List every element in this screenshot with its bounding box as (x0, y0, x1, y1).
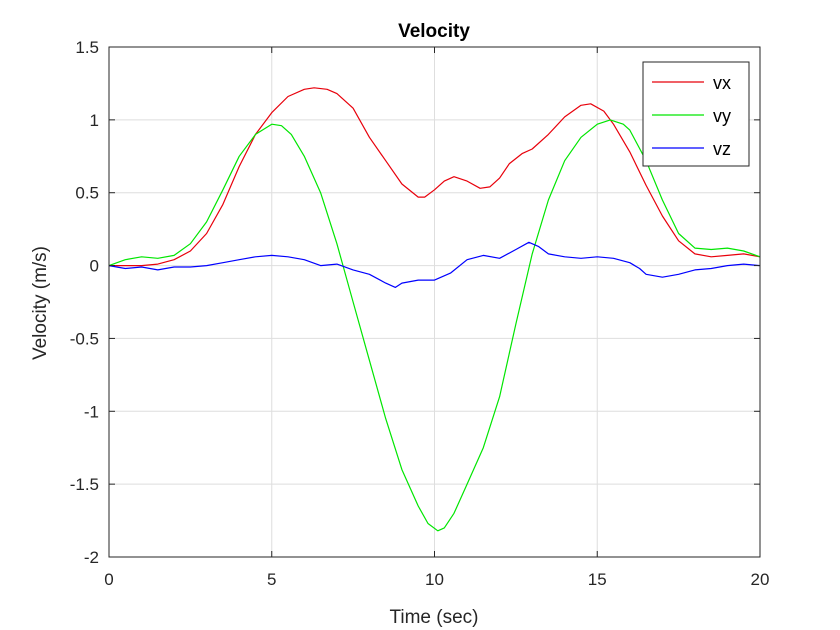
legend-label-vx: vx (713, 73, 731, 93)
x-tick-label: 15 (588, 570, 607, 589)
y-tick-label: -1 (84, 402, 99, 421)
grid (108, 46, 761, 558)
legend-box (642, 61, 750, 167)
x-tick-labels: 0 5 10 15 20 (104, 570, 769, 589)
x-tick-label: 20 (751, 570, 770, 589)
y-tick-label: 1.5 (75, 38, 99, 57)
legend: vx vy vz (642, 61, 750, 167)
legend-label-vy: vy (713, 106, 731, 126)
x-axis-label: Time (sec) (389, 607, 478, 628)
y-tick-label: -2 (84, 548, 99, 567)
y-tick-label: 0 (90, 257, 99, 276)
y-axis-label: Velocity (m/s) (30, 246, 51, 360)
series-line-vx (109, 87, 761, 267)
chart-title: Velocity (398, 21, 470, 42)
x-tick-label: 10 (425, 570, 444, 589)
x-tick-label: 0 (104, 570, 113, 589)
y-tick-labels: 1.5 1 0.5 0 -0.5 -1 -1.5 -2 (70, 38, 99, 567)
y-tick-label: 1 (90, 111, 99, 130)
y-tick-label: 0.5 (75, 184, 99, 203)
series-line-vy (108, 119, 761, 532)
tick-marks (108, 46, 761, 558)
series-line-vz (108, 241, 761, 288)
plot-series (108, 87, 761, 532)
legend-label-vz: vz (713, 139, 731, 159)
y-tick-label: -1.5 (70, 475, 99, 494)
x-tick-label: 5 (267, 570, 276, 589)
y-tick-label: -0.5 (70, 329, 99, 348)
